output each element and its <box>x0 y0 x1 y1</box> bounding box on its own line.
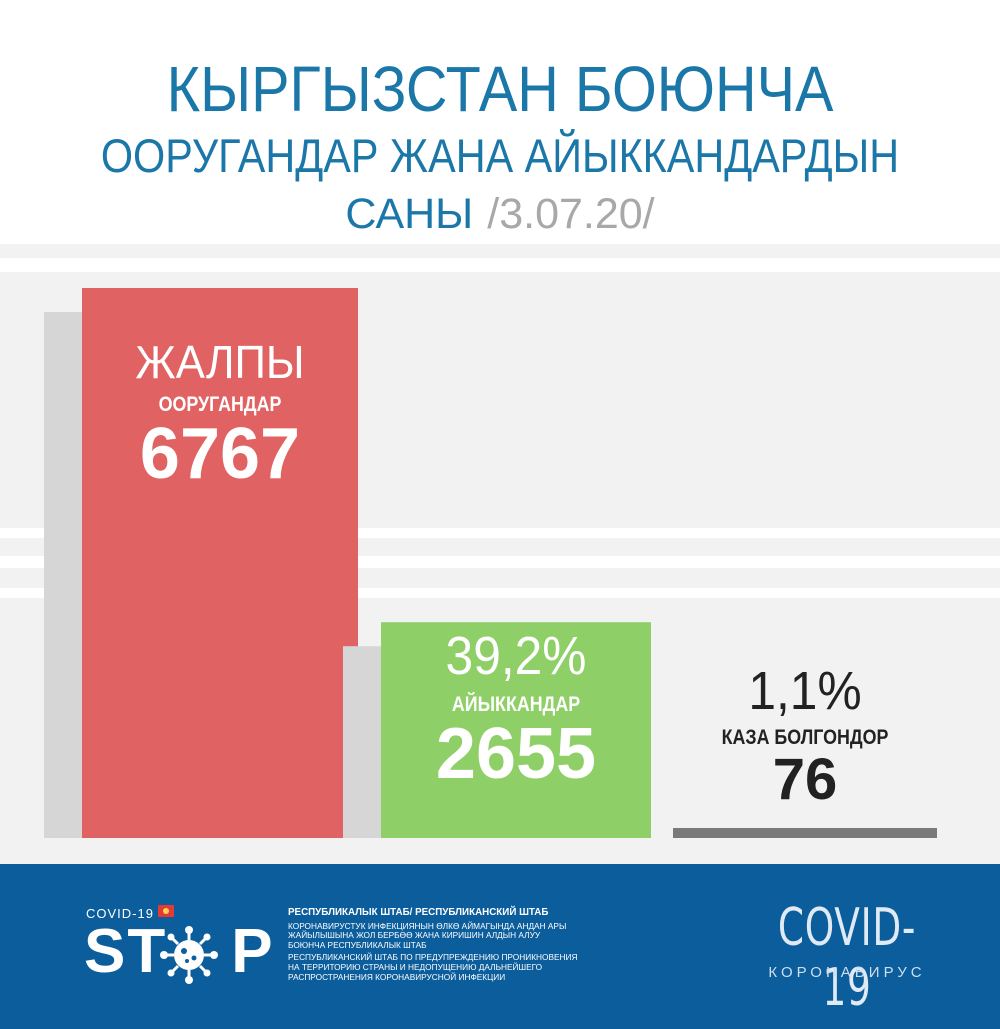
bar-label-group-deaths: 1,1% КАЗА БОЛГОНДОР 76 <box>673 663 937 809</box>
stop-logo-start: ST <box>84 917 168 986</box>
background-stripe <box>0 588 1000 598</box>
hq-title: РЕСПУБЛИКАЛЫК ШТАБ/ РЕСПУБЛИКАНСКИЙ ШТАБ <box>288 907 549 918</box>
background-stripe <box>0 528 1000 538</box>
bar-value-label: 76 <box>772 747 838 812</box>
bar-shadow <box>44 312 84 838</box>
footer <box>0 864 1000 1029</box>
page-subtitle: ООРУГАНДАР ЖАНА АЙЫККАНДАРДЫН <box>100 129 900 182</box>
kyrgyzstan-flag-icon <box>158 905 174 917</box>
page-subtitle-2: САНЫ/3.07.20/ <box>0 190 1000 239</box>
bar-value-label: 6767 <box>139 414 301 494</box>
bar-deaths <box>673 828 937 838</box>
date-label: /3.07.20/ <box>487 190 655 238</box>
background-stripe <box>0 258 1000 272</box>
headquarters-text: РЕСПУБЛИКАЛЫК ШТАБ/ РЕСПУБЛИКАНСКИЙ ШТАБ… <box>288 908 578 985</box>
bar-category-label: АЙЫККАНДАР <box>451 693 581 717</box>
coronavirus-label: КОРОНАВИРУС <box>768 964 926 981</box>
bar-label-group-recovered: 39,2% АЙЫККАНДАР 2655 <box>381 628 651 790</box>
hq-text-kg: КОРОНАВИРУСТУК ИНФЕКЦИЯНЫН ӨЛКӨ АЙМАГЫНД… <box>288 920 567 950</box>
bar-top-label: ЖАЛПЫ <box>135 336 305 388</box>
hq-text-ru: РЕСПУБЛИКАНСКИЙ ШТАБ ПО ПРЕДУПРЕЖДЕНИЮ П… <box>288 952 578 982</box>
stop-logo-end: P <box>231 917 275 986</box>
bar-shadow <box>343 646 383 838</box>
covid-19-title: COVID-19 <box>777 898 917 1018</box>
bar-recovered <box>381 622 651 838</box>
bar-percent-label: 39,2% <box>445 626 587 687</box>
bar-label-group-total: ЖАЛПЫ ООРУГАНДАР 6767 <box>82 338 358 490</box>
virus-icon <box>160 926 218 984</box>
bar-percent-label: 1,1% <box>748 661 862 721</box>
bar-category-label: КАЗА БОЛГОНДОР <box>721 726 889 749</box>
stop-logo: ST P <box>84 916 275 987</box>
subtitle-word: САНЫ <box>345 190 474 238</box>
bar-total-cases <box>82 288 358 838</box>
page-title: КЫРГЫЗСТАН БОЮНЧА <box>166 53 834 125</box>
bar-category-label: ООРУГАНДАР <box>158 393 282 416</box>
covid-small-label: COVID-19 <box>86 906 154 921</box>
bar-value-label: 2655 <box>435 714 597 795</box>
